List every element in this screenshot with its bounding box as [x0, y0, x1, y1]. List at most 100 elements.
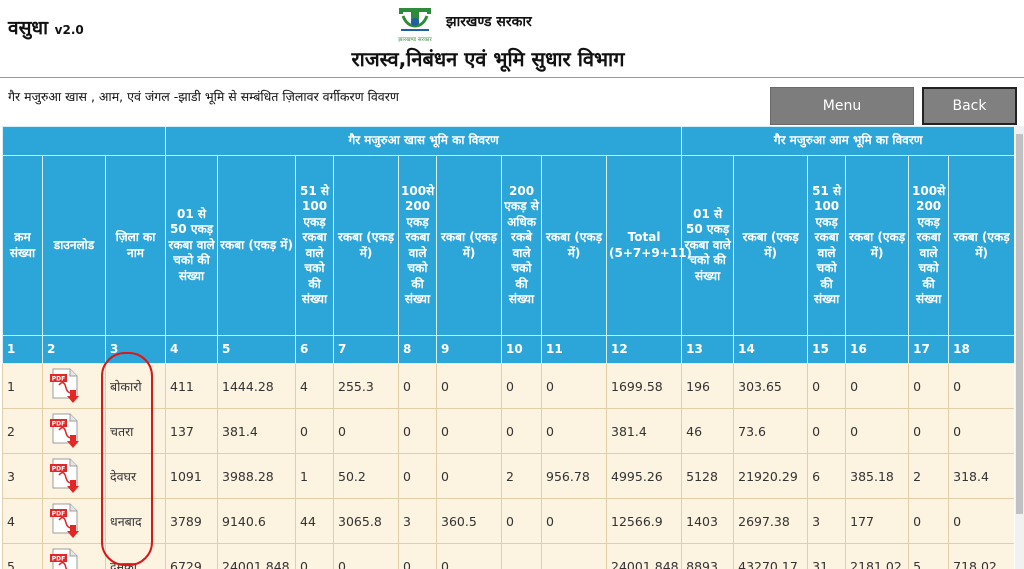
table-cell: 196	[681, 363, 735, 409]
menu-button[interactable]: Menu	[770, 87, 914, 125]
table-cell: 31	[807, 543, 847, 569]
pdf-download-icon[interactable]: PDF	[50, 413, 82, 449]
table-cell: 0	[295, 408, 335, 454]
table-cell: 9140.6	[217, 498, 297, 544]
table-cell: 137	[165, 408, 219, 454]
district-name-cell: धनबाद	[104, 498, 167, 544]
table-cell: 2	[501, 453, 543, 499]
app-name: वसुधा v2.0	[8, 17, 84, 39]
table-row: 4 PDF धनबाद 3789 9140.6 44 3065.8 3 360.5 0 0 12566…	[2, 498, 1014, 544]
table-cell: 8893	[681, 543, 735, 569]
table-body: 1 PDF बोकारो 411 1444.28 4 255.3 0 0 0 0 1699.58 196…	[2, 363, 1014, 569]
table-cell: 2	[2, 408, 43, 454]
table-cell: 24001.848	[606, 543, 683, 569]
table-cell: 318.4	[948, 453, 1014, 499]
group-header-aam: गैर मजुरुआ आम भूमि का विवरण	[681, 126, 1014, 156]
table-cell: 0	[333, 543, 400, 569]
table-cell: 2	[908, 453, 950, 499]
column-number: 7	[333, 335, 400, 364]
table-cell: 381.4	[606, 408, 683, 454]
table-cell: 6729	[165, 543, 219, 569]
table-cell: 0	[908, 408, 950, 454]
column-header: 200 एकड़ से अधिक रकबे वाले चको की संख्या	[501, 155, 543, 336]
table-cell: 4	[2, 498, 43, 544]
column-number: 4	[165, 335, 219, 364]
table-cell: 381.4	[217, 408, 297, 454]
column-header: रकबा (एकड़ में)	[948, 155, 1014, 336]
column-header: 100से 200 एकड़ रकबा वाले चको की संख्या	[908, 155, 950, 336]
table-cell: 0	[436, 543, 503, 569]
column-number: 10	[501, 335, 543, 364]
district-name-cell: दुमका	[104, 543, 167, 569]
table-cell: 0	[948, 363, 1014, 409]
table-column-number-row: 1 2 3 4 5 6 7 8 9 10 11 12 13 14 15 16 17 18	[2, 335, 1014, 364]
table-cell: 3789	[165, 498, 219, 544]
table-cell: 0	[398, 453, 438, 499]
vertical-scrollbar[interactable]	[1015, 126, 1024, 569]
pdf-download-icon[interactable]: PDF	[50, 368, 82, 404]
column-number: 15	[807, 335, 847, 364]
column-number: 6	[295, 335, 335, 364]
scrollbar-thumb[interactable]	[1016, 134, 1023, 514]
table-cell: 3988.28	[217, 453, 297, 499]
table-cell: 718.02	[948, 543, 1014, 569]
district-name-cell: बोकारो	[104, 363, 167, 409]
pdf-download-icon[interactable]: PDF	[50, 503, 82, 539]
table-cell: 46	[681, 408, 735, 454]
table-cell: 1403	[681, 498, 735, 544]
column-header: 51 से 100 एकड़ रकबा वाले चको की संख्या	[295, 155, 335, 336]
jharkhand-logo-icon: झारखण्ड सरकार	[398, 8, 432, 43]
pdf-download-icon[interactable]: PDF	[50, 458, 82, 494]
pdf-graphic: PDF	[50, 503, 79, 538]
table-group-header-row: गैर मजुरुआ खास भूमि का विवरण गैर मजुरुआ …	[2, 126, 1014, 156]
column-number: 18	[948, 335, 1014, 364]
district-name-cell: देवघर	[104, 453, 167, 499]
table-cell: 0	[845, 408, 910, 454]
back-button[interactable]: Back	[922, 87, 1017, 125]
table-cell: 303.65	[733, 363, 809, 409]
table-cell: 0	[398, 408, 438, 454]
column-header: 51 से 100 एकड़ रकबा वाले चको की संख्या	[807, 155, 847, 336]
column-number: 13	[681, 335, 735, 364]
column-number: 12	[606, 335, 683, 364]
column-header: Total (5+7+9+11)	[606, 155, 692, 336]
pdf-icon-label: PDF	[52, 465, 65, 472]
table-column-header-row: क्रम संख्या डाउनलोड ज़िला का नाम 01 से 50 ए…	[2, 155, 1014, 336]
table-cell: 3065.8	[333, 498, 400, 544]
table-cell: 0	[398, 363, 438, 409]
table-cell: 0	[436, 453, 503, 499]
pdf-icon-label: PDF	[52, 420, 65, 427]
classification-table-container[interactable]: गैर मजुरुआ खास भूमि का विवरण गैर मजुरुआ …	[2, 126, 1014, 569]
table-cell: 1	[295, 453, 335, 499]
column-number: 5	[217, 335, 297, 364]
table-row: 3 PDF देवघर 1091 3988.28 1 50.2 0 0 2 956.78 4995.2…	[2, 453, 1014, 499]
table-cell: 3	[807, 498, 847, 544]
table-cell: 0	[436, 363, 503, 409]
column-header: रकबा (एकड़ में)	[845, 155, 910, 336]
column-number: 1	[2, 335, 43, 364]
table-cell: 0	[295, 543, 335, 569]
table-cell: 1	[2, 363, 43, 409]
column-header: रकबा (एकड़ में)	[217, 155, 297, 336]
pdf-graphic: PDF	[50, 368, 79, 403]
pdf-download-icon[interactable]: PDF	[50, 548, 82, 569]
column-header: डाउनलोड	[42, 155, 106, 336]
column-number: 9	[436, 335, 503, 364]
table-cell: 0	[908, 363, 950, 409]
table-cell: 0	[541, 363, 608, 409]
table-cell: 0	[541, 498, 608, 544]
table-cell: 360.5	[436, 498, 503, 544]
app-version: v2.0	[54, 23, 84, 37]
table-cell: 2697.38	[733, 498, 809, 544]
column-header: रकबा (एकड़ में)	[541, 155, 608, 336]
table-cell: 0	[398, 543, 438, 569]
header-divider	[0, 77, 1024, 78]
table-cell: 5	[908, 543, 950, 569]
table-cell	[541, 543, 608, 569]
table-cell	[501, 543, 543, 569]
table-cell: 0	[948, 408, 1014, 454]
group-header-khas: गैर मजुरुआ खास भूमि का विवरण	[165, 126, 683, 156]
column-number: 14	[733, 335, 809, 364]
table-cell: 0	[845, 363, 910, 409]
table-cell: 44	[295, 498, 335, 544]
